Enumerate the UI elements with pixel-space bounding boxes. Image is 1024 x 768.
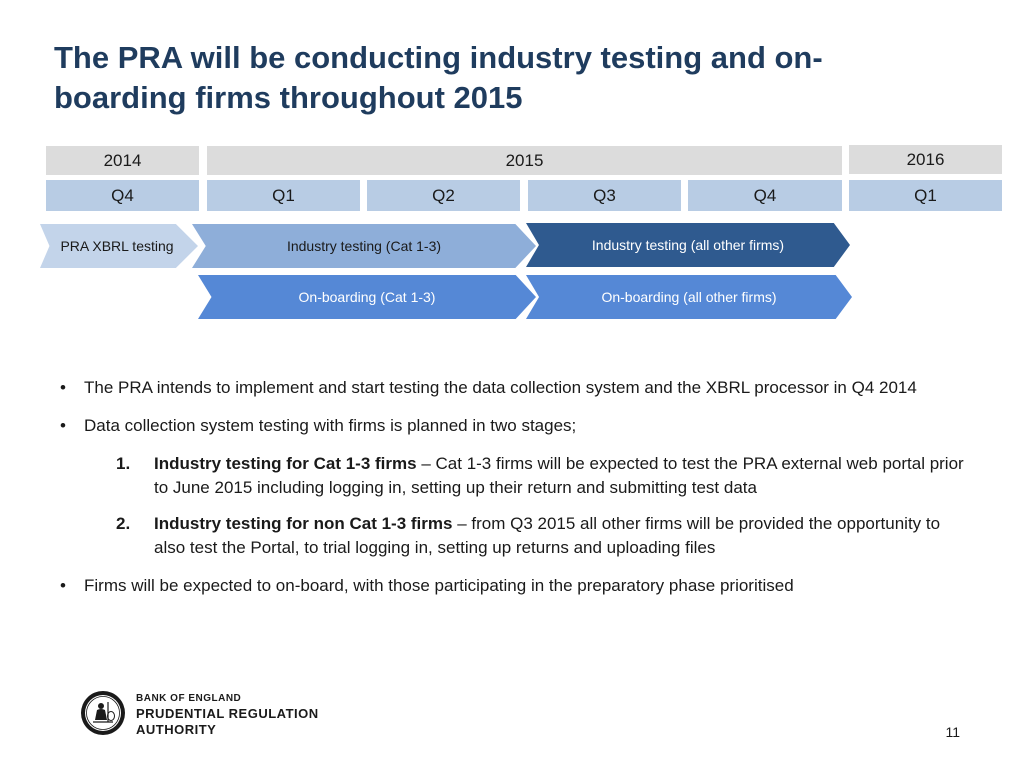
phase-industry-testing-all: Industry testing (all other firms): [526, 223, 850, 267]
logo-authority: AUTHORITY: [136, 722, 217, 737]
page-number: 11: [945, 724, 960, 740]
year-2016: 2016: [849, 145, 1002, 174]
phase-xbrl-testing: PRA XBRL testing: [40, 224, 198, 268]
phase-industry-testing-cat13: Industry testing (Cat 1-3): [192, 224, 536, 268]
bullet-list: • The PRA intends to implement and start…: [60, 376, 970, 612]
item-text: – from Q3 2015 all other firms will be p…: [154, 514, 941, 557]
phase-onboarding-all: On-boarding (all other firms): [526, 275, 852, 319]
pra-logo: BANK OF ENGLAND PRUDENTIAL REGULATION AU…: [80, 690, 400, 740]
logo-bank-of-england: BANK OF ENGLAND: [136, 693, 242, 704]
slide-title: The PRA will be conducting industry test…: [54, 40, 823, 115]
item-heading: Industry testing for Cat 1-3 firms: [154, 454, 417, 473]
bullet-marker: •: [60, 378, 66, 397]
bullet-item: • The PRA intends to implement and start…: [60, 376, 970, 400]
bullet-text: The PRA intends to implement and start t…: [84, 378, 917, 397]
item-number: 2.: [116, 514, 131, 533]
bullet-text: Firms will be expected to on-board, with…: [84, 576, 794, 595]
phase-onboarding-cat13: On-boarding (Cat 1-3): [198, 275, 536, 319]
bullet-item: • Firms will be expected to on-board, wi…: [60, 574, 970, 598]
item-number: 1.: [116, 454, 131, 473]
quarter-2015-q3: Q3: [528, 180, 681, 211]
quarter-2016-q1: Q1: [849, 180, 1002, 211]
bullet-item: • Data collection system testing with fi…: [60, 414, 970, 438]
item-text: – Cat 1-3 firms will be expected to test…: [154, 454, 964, 497]
bullet-text: Data collection system testing with firm…: [84, 416, 577, 435]
numbered-item: 2. Industry testing for non Cat 1-3 firm…: [60, 512, 970, 560]
logo-wordmark: BANK OF ENGLAND PRUDENTIAL REGULATION AU…: [136, 692, 319, 738]
quarter-2015-q2: Q2: [367, 180, 520, 211]
bullet-marker: •: [60, 416, 66, 435]
item-heading: Industry testing for non Cat 1-3 firms: [154, 514, 453, 533]
bullet-marker: •: [60, 576, 66, 595]
quarter-2015-q4: Q4: [688, 180, 842, 211]
britannia-seal-icon: [81, 691, 125, 735]
logo-prudential-regulation: PRUDENTIAL REGULATION: [136, 706, 319, 721]
year-2014: 2014: [46, 146, 199, 175]
quarter-2015-q1: Q1: [207, 180, 360, 211]
year-2015: 2015: [207, 146, 842, 175]
numbered-item: 1. Industry testing for Cat 1-3 firms – …: [60, 452, 970, 500]
quarter-2014-q4: Q4: [46, 180, 199, 211]
